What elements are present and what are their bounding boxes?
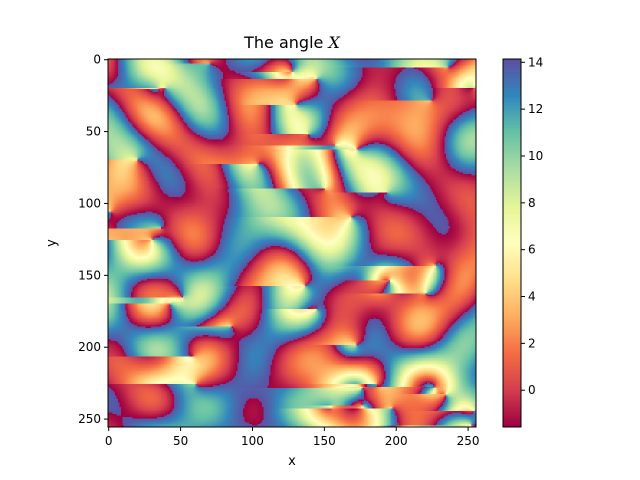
colorbar-tick-label: 12 xyxy=(528,102,543,116)
y-tick-label: 100 xyxy=(78,196,101,210)
colorbar-frame xyxy=(502,58,522,428)
x-tick-label: 150 xyxy=(313,434,336,448)
chart-title: The angle X xyxy=(108,33,476,52)
y-tick-label: 200 xyxy=(78,340,101,354)
x-tick-label: 250 xyxy=(457,434,480,448)
y-tick-label: 150 xyxy=(78,268,101,282)
colorbar-tick-label: 8 xyxy=(528,196,536,210)
heatmap-image xyxy=(108,59,476,427)
plot-frame xyxy=(107,58,477,428)
colorbar-tick-label: 14 xyxy=(528,55,543,69)
x-tick-label: 0 xyxy=(105,434,113,448)
y-axis-label: y xyxy=(44,239,60,247)
y-tick-label: 0 xyxy=(93,53,101,67)
title-symbol: X xyxy=(328,33,340,52)
colorbar-gradient xyxy=(503,59,521,427)
colorbar-tick-label: 6 xyxy=(528,243,536,257)
x-tick-label: 200 xyxy=(385,434,408,448)
y-tick-label: 250 xyxy=(78,412,101,426)
colorbar-tick-label: 0 xyxy=(528,383,536,397)
x-tick-label: 100 xyxy=(241,434,264,448)
title-text: The angle xyxy=(244,33,329,52)
colorbar-tick-label: 2 xyxy=(528,336,536,350)
colorbar-tick-label: 4 xyxy=(528,290,536,304)
colorbar-tick-label: 10 xyxy=(528,149,543,163)
x-axis-label: x xyxy=(288,454,296,469)
y-tick-label: 50 xyxy=(86,125,101,139)
x-tick-label: 50 xyxy=(173,434,188,448)
